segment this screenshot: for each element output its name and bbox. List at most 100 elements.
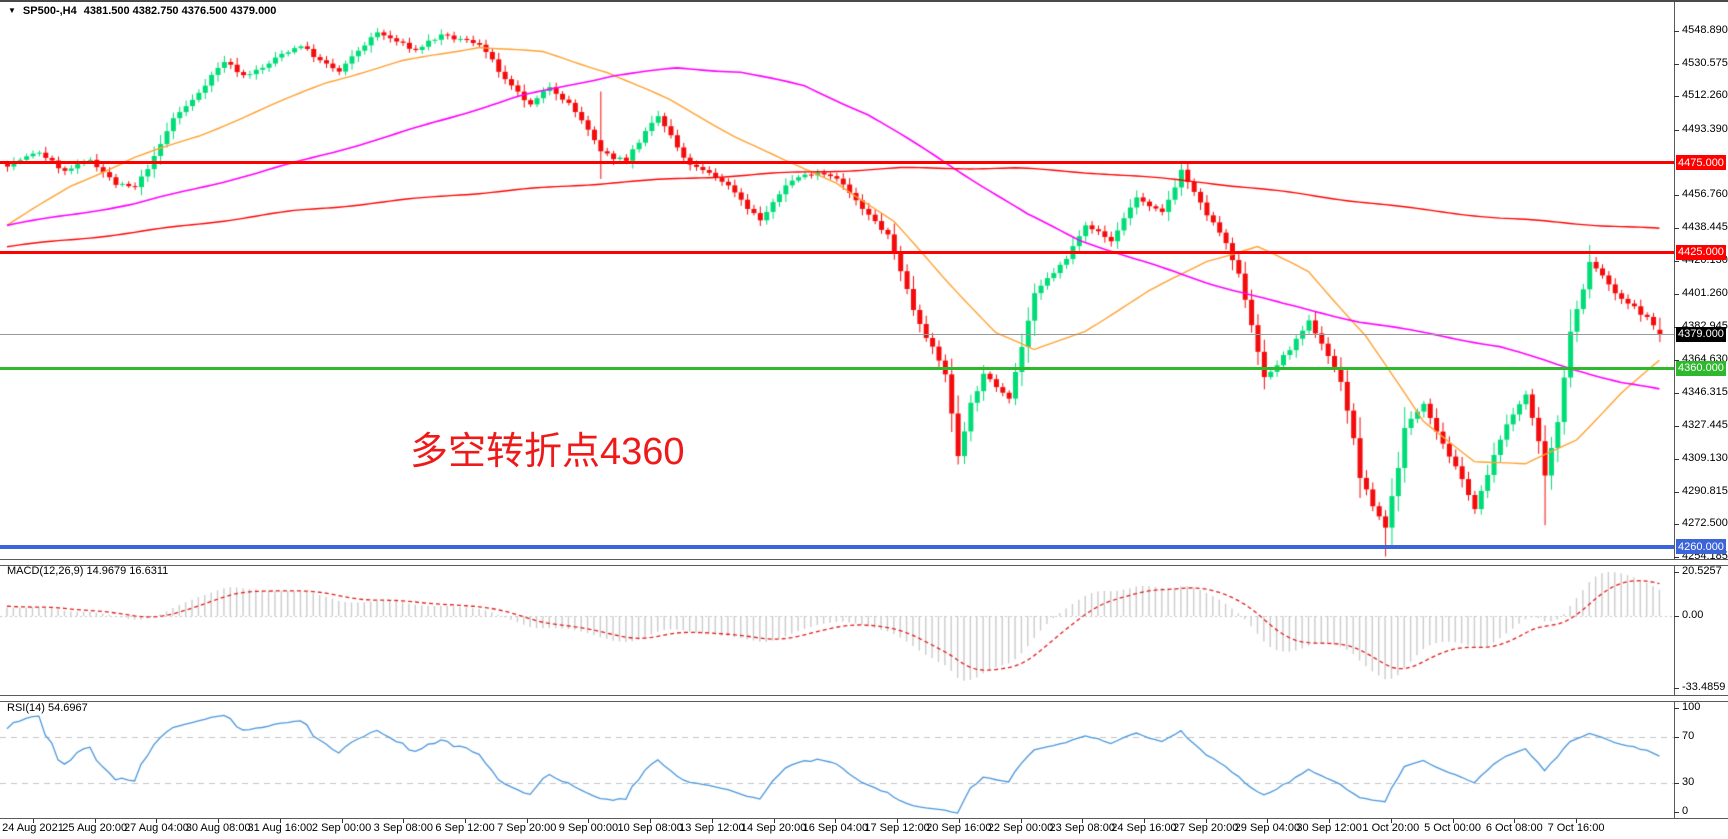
price-tick-label: 4290.815 bbox=[1682, 484, 1728, 497]
time-tick-mark bbox=[835, 819, 837, 823]
indicator-tick-mark bbox=[1674, 737, 1679, 738]
time-tick-mark bbox=[403, 819, 405, 823]
time-tick-label: 16 Sep 04:00 bbox=[802, 822, 869, 834]
macd-values: 14.9679 16.6311 bbox=[86, 565, 169, 577]
time-tick-mark bbox=[465, 819, 467, 823]
price-tick-mark bbox=[1674, 458, 1679, 460]
time-tick-label: 6 Oct 08:00 bbox=[1485, 822, 1543, 834]
indicator-tick-mark bbox=[1674, 616, 1679, 617]
time-tick-label: 29 Sep 04:00 bbox=[1234, 822, 1301, 834]
time-tick-mark bbox=[218, 819, 220, 823]
price-tick-mark bbox=[1674, 31, 1679, 32]
price-tick-mark bbox=[1674, 195, 1679, 197]
time-tick-mark bbox=[650, 819, 652, 823]
time-tick-label: 25 Aug 20:00 bbox=[62, 822, 128, 834]
time-tick-mark bbox=[773, 819, 775, 823]
price-tick-label: 4512.260 bbox=[1682, 89, 1728, 102]
indicator-tick-label: 100 bbox=[1682, 701, 1701, 713]
collapse-triangle-icon[interactable]: ▼ bbox=[8, 6, 16, 15]
time-tick-label: 14 Sep 20:00 bbox=[740, 822, 807, 834]
time-tick-mark bbox=[588, 819, 590, 823]
time-tick-label: 13 Sep 12:00 bbox=[679, 822, 745, 834]
time-tick-label: 24 Sep 16:00 bbox=[1111, 822, 1177, 834]
price-tick-label: 4530.575 bbox=[1682, 56, 1728, 69]
time-tick-mark bbox=[1205, 819, 1207, 823]
time-tick-mark bbox=[1514, 819, 1516, 823]
time-tick-label: 27 Sep 20:00 bbox=[1172, 822, 1239, 834]
indicator-tick-mark bbox=[1674, 783, 1679, 784]
time-tick-mark bbox=[711, 819, 713, 823]
time-tick-label: 3 Sep 08:00 bbox=[373, 822, 433, 834]
time-axis-border bbox=[0, 818, 1728, 819]
price-badge-4260.000: 4260.000 bbox=[1676, 539, 1726, 555]
time-tick-label: 5 Oct 00:00 bbox=[1424, 822, 1481, 834]
indicator-tick-mark bbox=[1674, 688, 1679, 689]
time-tick-label: 30 Sep 12:00 bbox=[1296, 822, 1362, 834]
price-tick-label: 4327.445 bbox=[1682, 419, 1728, 432]
level-line-pivot-4360[interactable] bbox=[0, 366, 1674, 370]
time-tick-mark bbox=[1082, 819, 1084, 823]
price-tick-label: 4456.760 bbox=[1682, 188, 1728, 201]
indicator-tick-label: 70 bbox=[1682, 730, 1695, 742]
price-tick-mark bbox=[1674, 260, 1679, 262]
indicator-tick-mark bbox=[1674, 812, 1679, 813]
price-tick-label: 4346.315 bbox=[1682, 385, 1728, 398]
time-tick-label: 9 Sep 00:00 bbox=[558, 822, 619, 834]
time-tick-mark bbox=[1329, 819, 1331, 823]
time-tick-mark bbox=[341, 819, 343, 823]
price-tick-mark bbox=[1674, 392, 1679, 394]
time-tick-label: 24 Aug 2021 bbox=[2, 822, 64, 834]
time-tick-mark bbox=[1452, 819, 1454, 823]
time-tick-label: 7 Sep 20:00 bbox=[497, 822, 557, 834]
indicator-tick-mark bbox=[1674, 572, 1679, 573]
ohlc-values: 4381.500 4382.750 4376.500 4379.000 bbox=[83, 5, 277, 17]
time-tick-mark bbox=[958, 819, 960, 823]
time-tick-label: 1 Oct 20:00 bbox=[1362, 822, 1420, 834]
price-axis-border bbox=[1674, 2, 1675, 818]
level-line-resistance-4475[interactable] bbox=[0, 161, 1674, 165]
time-tick-label: 23 Sep 08:00 bbox=[1049, 822, 1115, 834]
price-tick-mark bbox=[1674, 63, 1679, 65]
indicator-tick-label: 20.5257 bbox=[1682, 565, 1722, 577]
price-tick-label: 4309.130 bbox=[1682, 451, 1728, 464]
price-badge-4379.000: 4379.000 bbox=[1676, 326, 1726, 342]
time-tick-mark bbox=[526, 819, 528, 823]
indicator-tick-label: -33.4859 bbox=[1682, 681, 1726, 693]
macd-panel-label: MACD(12,26,9) 14.9679 16.6311 bbox=[7, 565, 168, 577]
symbol-period-label: SP500-,H4 bbox=[22, 5, 77, 17]
price-tick-label: 4401.260 bbox=[1682, 287, 1728, 300]
price-badge-4360.000: 4360.000 bbox=[1676, 360, 1726, 376]
level-line-support-4260[interactable] bbox=[0, 544, 1674, 549]
time-tick-label: 22 Sep 00:00 bbox=[987, 822, 1054, 834]
time-tick-label: 20 Sep 16:00 bbox=[926, 822, 992, 834]
price-tick-label: 4548.890 bbox=[1682, 24, 1728, 36]
rsi-name: RSI(14) bbox=[7, 702, 45, 714]
main-macd-separator[interactable] bbox=[0, 559, 1728, 566]
macd-name: MACD(12,26,9) bbox=[7, 565, 84, 577]
time-tick-mark bbox=[1020, 819, 1022, 823]
pivot-annotation-text: 多空转折点4360 bbox=[410, 431, 685, 473]
price-tick-label: 4272.500 bbox=[1682, 517, 1728, 530]
time-tick-label: 30 Aug 08:00 bbox=[185, 822, 251, 834]
price-tick-mark bbox=[1674, 96, 1679, 98]
time-tick-label: 17 Sep 12:00 bbox=[864, 822, 930, 834]
price-tick-mark bbox=[1674, 426, 1679, 428]
price-tick-mark bbox=[1674, 359, 1679, 361]
indicator-tick-mark bbox=[1674, 708, 1679, 709]
level-line-current-price-4379[interactable] bbox=[0, 333, 1674, 335]
indicator-tick-label: 0.00 bbox=[1682, 609, 1704, 621]
price-badge-4425.000: 4425.000 bbox=[1676, 244, 1726, 260]
time-tick-label: 6 Sep 12:00 bbox=[435, 822, 495, 834]
price-tick-mark bbox=[1674, 491, 1679, 493]
time-tick-label: 27 Aug 04:00 bbox=[124, 822, 189, 834]
indicator-tick-label: 30 bbox=[1682, 776, 1695, 788]
rsi-panel-label: RSI(14) 54.6967 bbox=[7, 702, 88, 714]
time-tick-mark bbox=[156, 819, 158, 823]
price-tick-label: 4493.390 bbox=[1682, 123, 1728, 136]
price-tick-mark bbox=[1674, 130, 1679, 132]
level-line-resistance-4425[interactable] bbox=[0, 250, 1674, 254]
macd-rsi-separator[interactable] bbox=[0, 695, 1728, 702]
time-tick-mark bbox=[1143, 819, 1145, 823]
time-tick-mark bbox=[94, 819, 96, 823]
